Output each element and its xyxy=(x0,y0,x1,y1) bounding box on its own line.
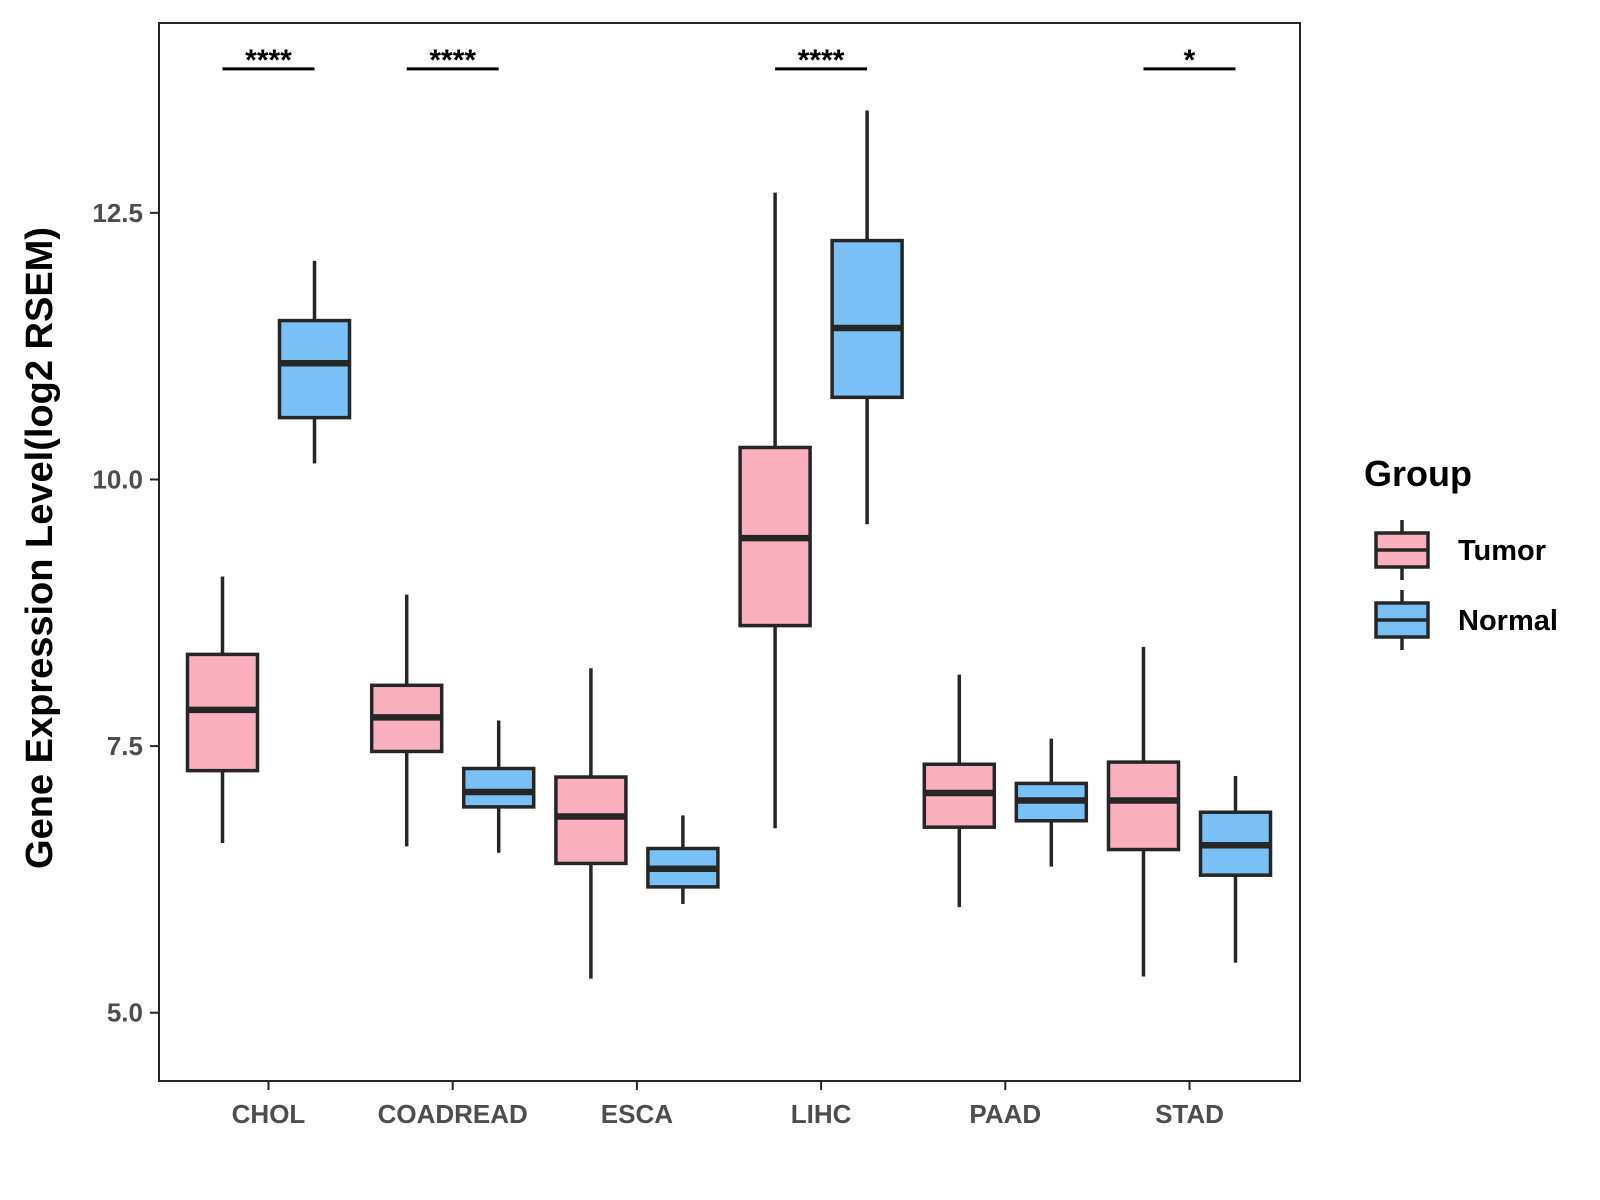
box-normal-coadread xyxy=(461,720,536,853)
box-body xyxy=(830,238,904,400)
y-tick-label: 7.5 xyxy=(107,731,143,761)
box-tumor-stad xyxy=(1106,646,1181,977)
plot-panel: 5.0 7.5 10.0 12.5 CHOL COADREAD ESCA LIHC PAAD ST… xyxy=(92,22,1301,1129)
box-tumor-chol xyxy=(185,576,260,844)
box-normal-esca xyxy=(646,815,720,904)
box-body xyxy=(1106,760,1181,852)
significance-label: **** xyxy=(798,44,845,77)
significance-chol: **** xyxy=(222,44,315,77)
y-tick-label: 12.5 xyxy=(92,198,143,228)
significance-stad: * xyxy=(1143,44,1236,77)
y-axis-label: Gene Expression Level(log2 RSEM) xyxy=(19,227,61,869)
significance-lihc: **** xyxy=(775,44,868,77)
box-normal-stad xyxy=(1198,775,1273,963)
legend-item-tumor: Tumor xyxy=(1374,520,1546,580)
box-normal-lihc xyxy=(830,110,904,525)
box-body xyxy=(461,766,536,809)
significance-label: **** xyxy=(245,44,292,77)
box-normal-paad xyxy=(1014,738,1089,867)
significance-label: * xyxy=(1184,44,1196,77)
x-tick-label-chol: CHOL xyxy=(232,1099,306,1129)
significance-coadread: **** xyxy=(406,44,499,77)
y-tick-label: 10.0 xyxy=(92,464,143,494)
box-tumor-esca xyxy=(554,668,628,979)
box-tumor-lihc xyxy=(738,192,812,829)
box-tumor-coadread xyxy=(369,594,444,847)
legend: Group Tumor Normal xyxy=(1364,453,1558,650)
panel-border xyxy=(158,22,1301,1082)
legend-title: Group xyxy=(1364,453,1472,494)
x-tick-label-lihc: LIHC xyxy=(791,1099,852,1129)
box-body xyxy=(554,775,628,866)
box-normal-chol xyxy=(277,260,352,464)
legend-label: Tumor xyxy=(1458,535,1546,567)
x-tick-label-coadread: COADREAD xyxy=(378,1099,528,1129)
x-tick-label-stad: STAD xyxy=(1155,1099,1224,1129)
x-tick-label-paad: PAAD xyxy=(969,1099,1041,1129)
box-tumor-paad xyxy=(922,674,997,908)
significance-label: **** xyxy=(429,44,476,77)
box-body xyxy=(277,318,352,420)
legend-label: Normal xyxy=(1458,605,1558,637)
legend-item-normal: Normal xyxy=(1374,590,1558,650)
x-tick-label-esca: ESCA xyxy=(601,1099,673,1129)
y-tick-label: 5.0 xyxy=(107,998,143,1028)
